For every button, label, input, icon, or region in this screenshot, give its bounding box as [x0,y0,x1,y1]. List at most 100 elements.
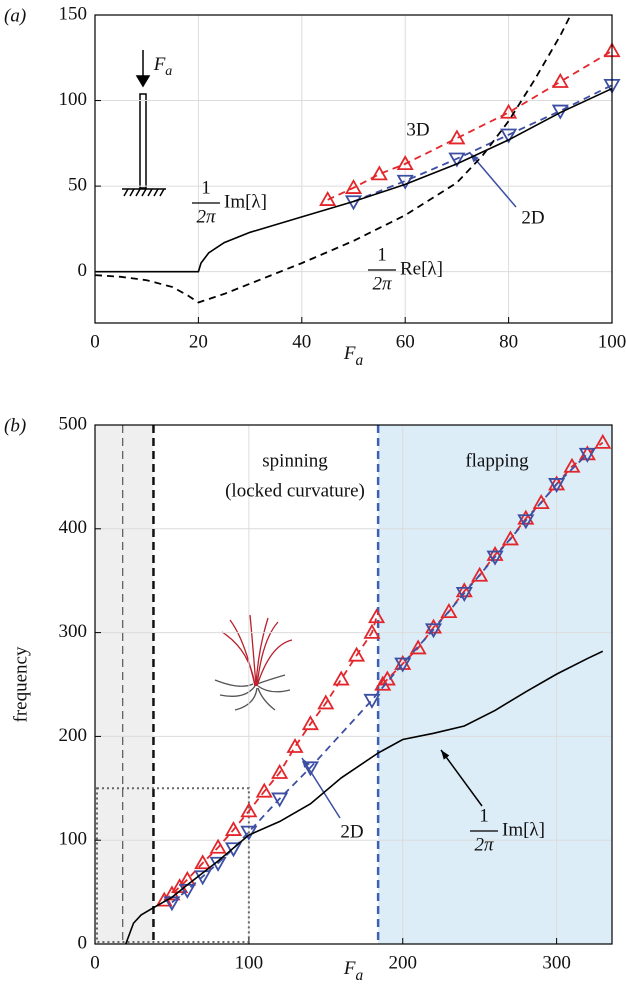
axes-frame [94,14,613,324]
x-axis-label: Fa [343,958,364,983]
inset-label-sub: a [165,64,172,79]
series-line [95,87,613,273]
series-line [327,50,613,201]
data-marker [271,792,289,808]
x-tick-label: 40 [292,331,311,352]
data-marker [424,623,443,639]
data-marker [271,763,289,779]
data-marker [194,854,212,870]
annotation: spinning [262,450,328,471]
data-marker [394,657,412,673]
panel-label: (b) [4,415,26,436]
fraction-text: Re[λ] [400,258,443,279]
data-marker [363,623,381,639]
x-tick-label: 20 [189,331,208,352]
x-tick-label: 0 [90,952,100,973]
data-marker [424,618,443,634]
data-marker [332,670,350,686]
x-axis-label-sub: a [355,967,363,984]
x-axis-label-main: F [343,958,356,979]
arrow-head [470,153,479,163]
inset-label-main: F [153,54,166,75]
data-marker [209,838,227,854]
series-label: 2D [521,207,544,228]
data-marker [501,530,519,546]
spinning-inset [214,614,293,711]
data-marker [448,152,466,168]
x-tick-label: 200 [388,952,417,973]
data-marker [563,457,581,473]
y-axis-label: frequency [10,646,31,722]
data-marker [448,129,466,145]
panel-label: (a) [4,5,26,26]
annotation: flapping [465,450,529,471]
y-tick-label: 500 [59,413,88,434]
data-marker [578,447,596,463]
arrow-head [441,750,450,760]
data-marker [486,550,504,566]
data-marker [171,878,189,894]
fraction-numerator: 1 [201,177,211,198]
data-marker [396,174,414,190]
series-line [171,453,589,904]
y-tick-label: 0 [78,260,88,281]
fraction-denominator: 2π [196,206,216,227]
data-marker [194,870,212,886]
data-marker [319,190,337,206]
zoom-box [96,787,250,943]
data-marker [500,103,518,119]
data-marker [517,509,535,525]
data-marker [255,782,273,798]
cantilever-inset [122,50,166,197]
data-marker [500,128,518,144]
y-tick-label: 150 [59,3,88,24]
series-label: 3D [406,119,429,140]
shaded-region [95,425,154,944]
series-label: 2D [340,821,363,842]
data-marker [363,693,381,709]
data-marker [455,587,473,602]
annotation: (locked curvature) [225,480,365,501]
y-tick-label: 0 [78,932,88,953]
x-tick-label: 80 [499,331,518,352]
data-marker [370,165,388,181]
series-line [125,650,604,945]
data-marker [396,155,414,171]
fraction-numerator: 1 [377,244,387,265]
data-marker [286,737,304,753]
data-marker [240,802,258,818]
arrow-line [301,757,341,819]
x-tick-label: 60 [396,331,415,352]
data-marker [301,761,319,777]
y-tick-label: 200 [59,725,88,746]
series-line [94,14,572,304]
fraction-text: Im[λ] [502,819,545,840]
fraction-text: Im[λ] [224,191,267,212]
y-tick-label: 300 [59,621,88,642]
y-tick-label: 400 [59,517,88,538]
series-line [353,84,613,203]
axes-frame [94,424,613,945]
fraction-denominator: 2π [372,273,392,294]
data-marker [532,494,550,509]
arrow-line [440,749,483,807]
arrow-head [302,758,310,768]
data-marker [224,821,243,836]
data-marker [317,694,335,710]
data-marker [348,646,366,662]
data-marker [548,478,566,493]
data-marker [301,715,319,731]
data-marker [551,72,569,88]
fraction-numerator: 1 [479,805,489,826]
data-marker [471,566,489,582]
data-marker [368,608,386,624]
data-marker [224,842,243,858]
fraction-denominator: 2π [474,834,494,855]
data-marker [455,582,473,598]
shaded-region [378,425,612,944]
data-marker [409,639,427,655]
data-marker [594,433,612,449]
y-tick-label: 100 [59,829,88,850]
inset-label: Fa [153,54,173,79]
